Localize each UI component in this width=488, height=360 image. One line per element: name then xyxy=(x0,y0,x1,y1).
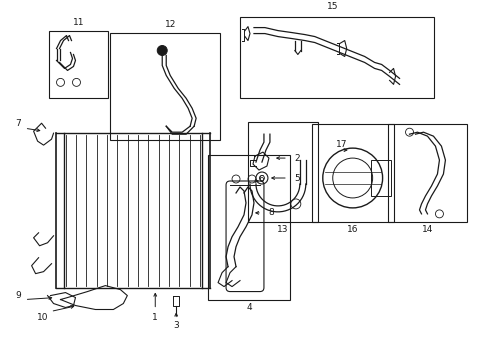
Bar xyxy=(48,31,108,98)
Circle shape xyxy=(157,45,167,55)
Bar xyxy=(240,17,433,98)
Bar xyxy=(208,155,289,300)
Text: 4: 4 xyxy=(245,303,251,312)
Bar xyxy=(370,160,390,196)
Bar xyxy=(387,124,467,222)
Text: 16: 16 xyxy=(346,225,358,234)
Text: 8: 8 xyxy=(267,208,273,217)
Text: 5: 5 xyxy=(293,174,299,183)
Text: 7: 7 xyxy=(15,119,20,128)
Text: 6: 6 xyxy=(258,175,263,184)
Text: 3: 3 xyxy=(173,321,179,330)
Text: 10: 10 xyxy=(37,313,48,322)
Text: 13: 13 xyxy=(277,225,288,234)
Text: 12: 12 xyxy=(164,20,176,29)
Text: 1: 1 xyxy=(152,313,158,322)
Text: 11: 11 xyxy=(73,18,84,27)
Bar xyxy=(247,122,317,222)
Text: 17: 17 xyxy=(335,140,347,149)
Bar xyxy=(311,124,393,222)
Text: 2: 2 xyxy=(293,154,299,163)
Text: 15: 15 xyxy=(326,2,337,11)
Text: 9: 9 xyxy=(16,291,21,300)
Text: 14: 14 xyxy=(421,225,432,234)
Bar xyxy=(110,32,220,140)
